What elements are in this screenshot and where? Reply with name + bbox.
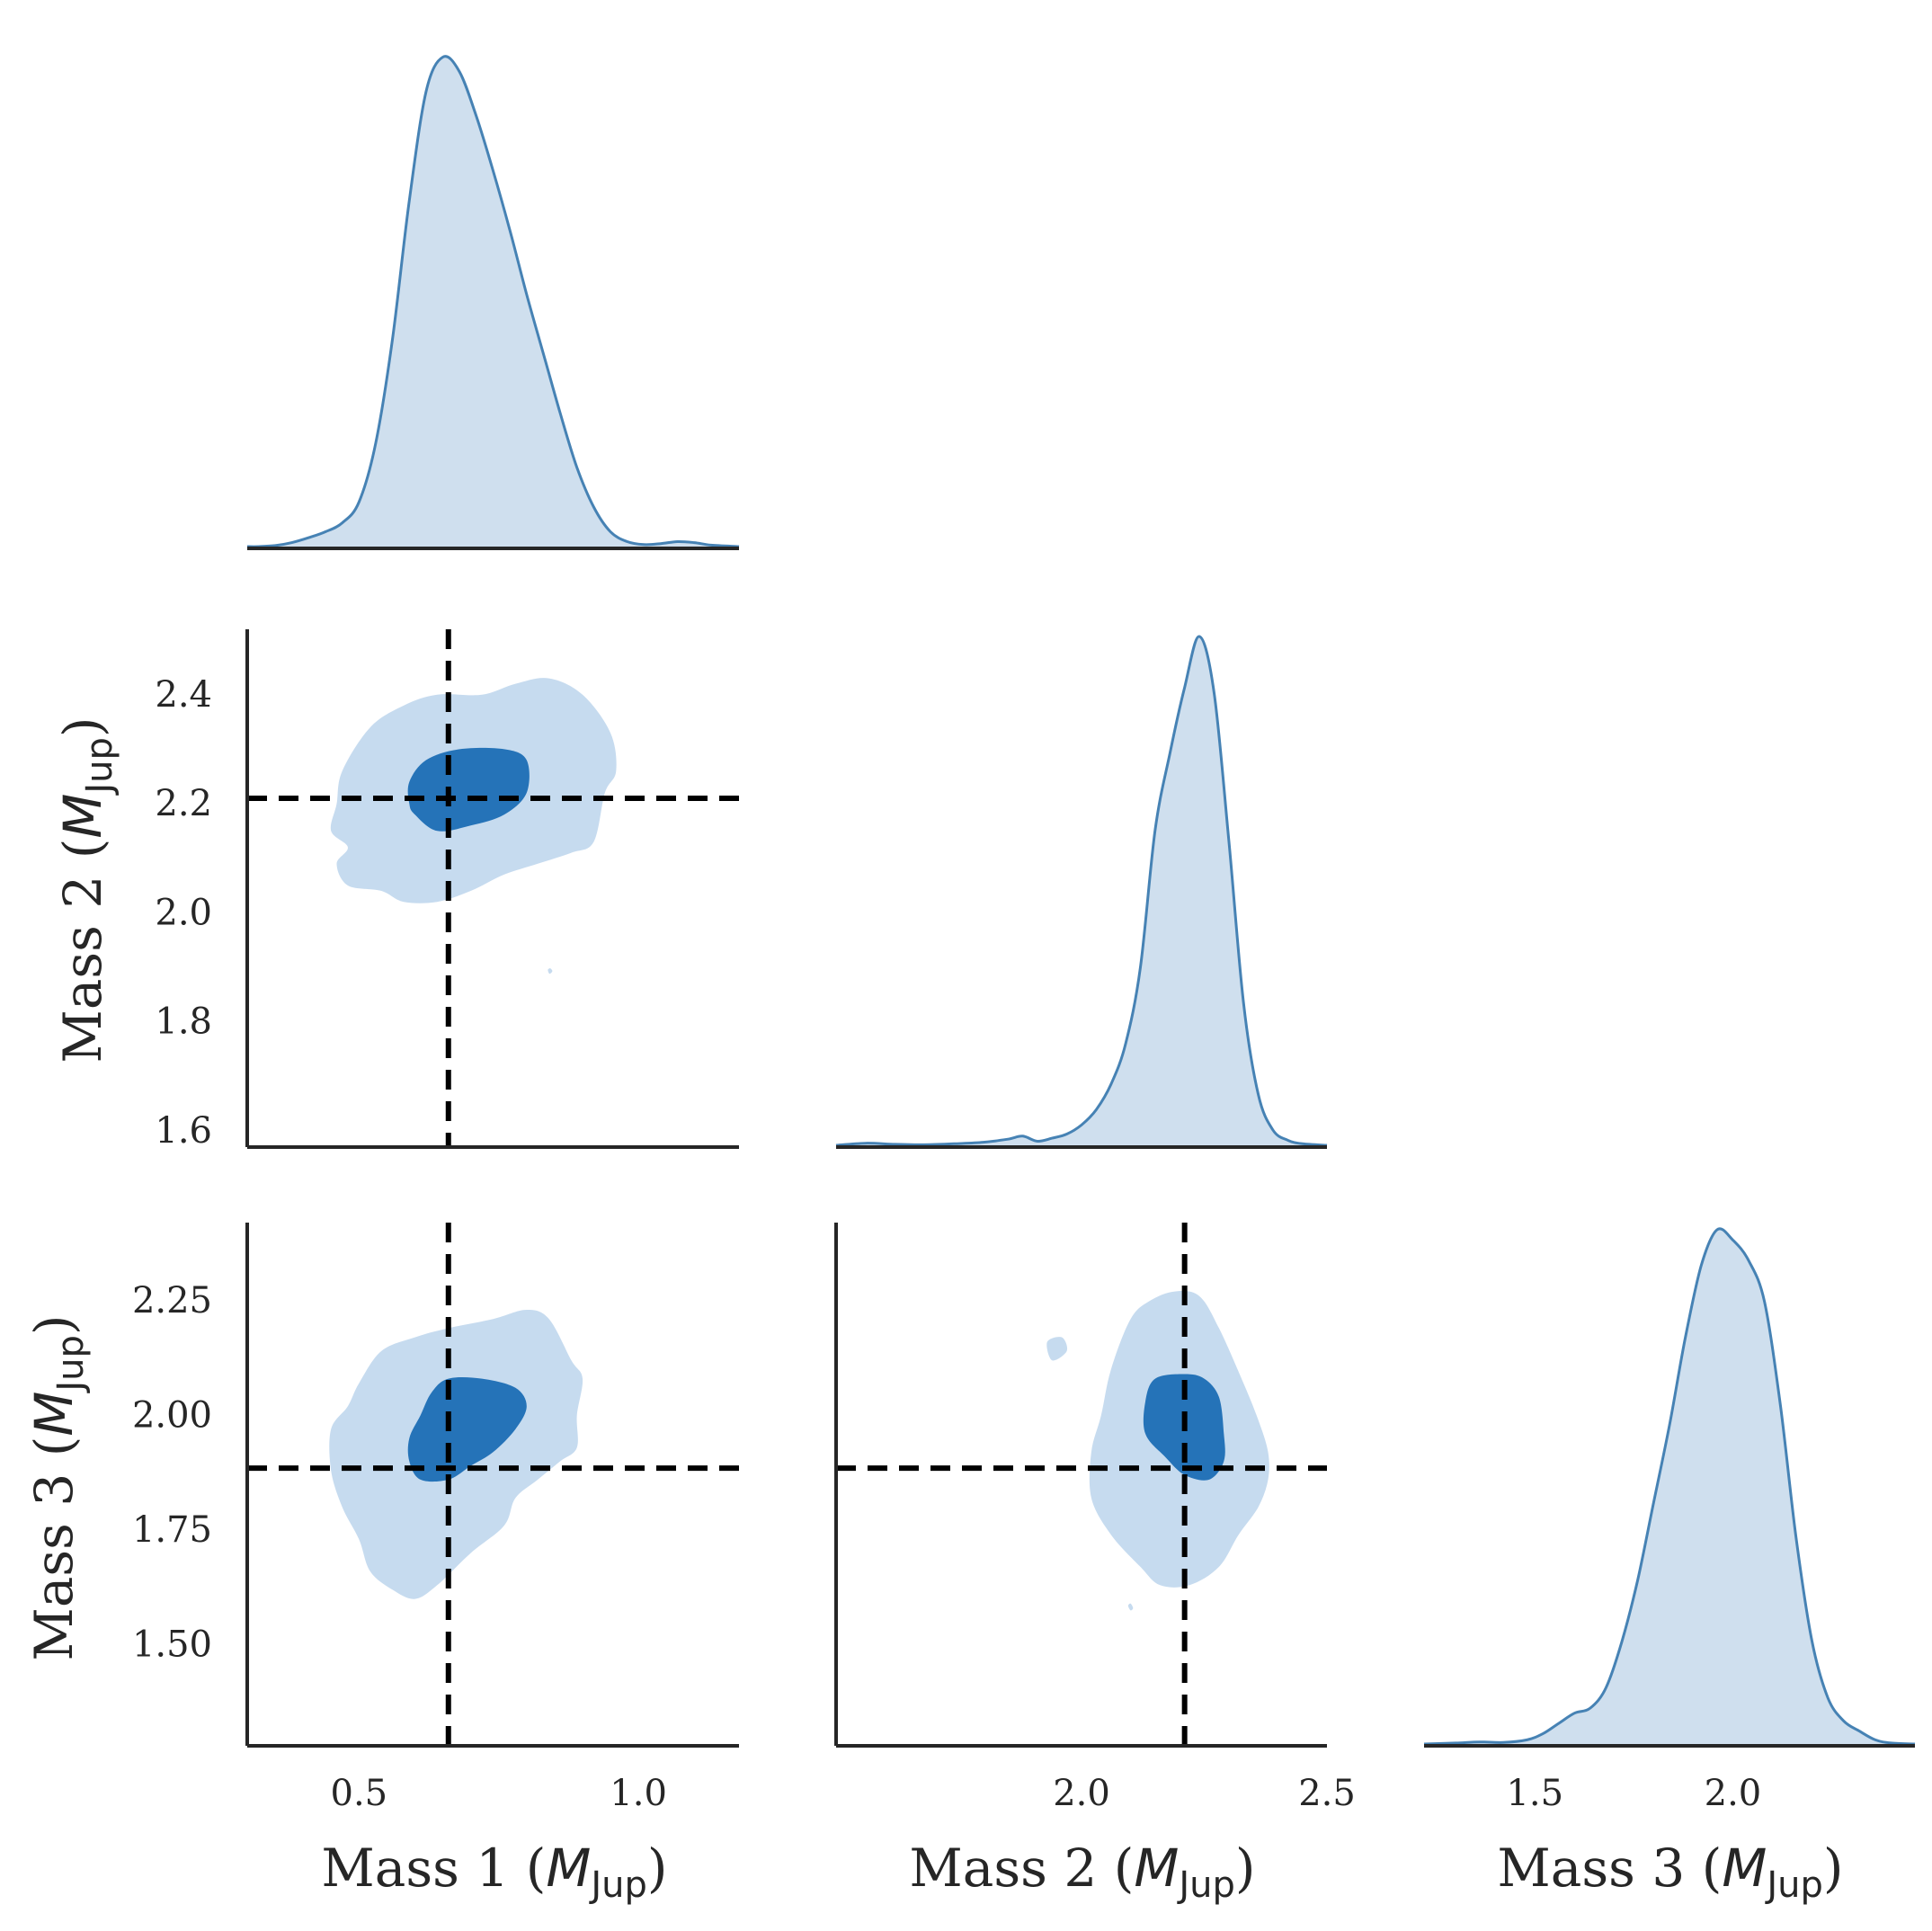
x-tick-mass1-1.0: 1.0 [610, 1773, 667, 1814]
x-axis-label-mass3: Mass 3 (MJup) [1497, 1838, 1843, 1906]
x-axis-label-mass1: Mass 1 (MJup) [321, 1838, 667, 1906]
x-tick-mass1-0.5: 0.5 [331, 1773, 388, 1814]
kde-fill-mass3 [1424, 1228, 1915, 1744]
axes [245, 547, 1915, 1748]
y-axis-label-mass3: Mass 3 (MJup) [23, 1314, 92, 1660]
x-tick-mass2-2.0: 2.0 [1053, 1773, 1110, 1814]
y-tick-mass2-2.4: 2.4 [155, 674, 212, 716]
y-tick-mass3-1.50: 1.50 [132, 1624, 212, 1666]
kde-fill-mass1 [247, 56, 739, 547]
x-tick-mass3-1.5: 1.5 [1506, 1773, 1563, 1814]
plot-fills [246, 55, 1916, 1746]
x-tick-mass3-2.0: 2.0 [1705, 1773, 1762, 1814]
y-tick-mass2-1.6: 1.6 [155, 1110, 212, 1152]
kde-fill-mass2 [836, 636, 1327, 1145]
contour-inner-m1_m3 [407, 1376, 527, 1482]
kde-line-mass3 [1423, 1227, 1916, 1746]
y-tick-mass2-2.0: 2.0 [155, 892, 212, 933]
truth-lines [247, 629, 1327, 1746]
y-tick-mass3-2.25: 2.25 [132, 1280, 212, 1321]
contour-island-m2_m3-1 [1127, 1603, 1134, 1611]
tick-labels: 0.5 1.0 2.0 2.5 1.5 2.0 1.6 1.8 2.0 2.2 2.4 1.50 1.7… [132, 674, 1761, 1814]
kde-line-mass2 [835, 635, 1328, 1147]
kde-line-mass1 [246, 55, 740, 548]
y-tick-mass3-1.75: 1.75 [132, 1509, 212, 1551]
contour-inner-m1_m2 [407, 747, 530, 832]
x-tick-mass2-2.5: 2.5 [1298, 1773, 1356, 1814]
x-axis-label-mass2: Mass 2 (MJup) [909, 1838, 1255, 1906]
y-tick-mass3-2.00: 2.00 [132, 1394, 212, 1436]
y-tick-mass2-2.2: 2.2 [155, 783, 212, 824]
contour-island-m2_m3-0 [1046, 1337, 1068, 1361]
contour-island-m1_m2-0 [548, 968, 553, 974]
y-tick-mass2-1.8: 1.8 [155, 1001, 212, 1043]
y-axis-label-mass2: Mass 2 (MJup) [52, 716, 120, 1063]
